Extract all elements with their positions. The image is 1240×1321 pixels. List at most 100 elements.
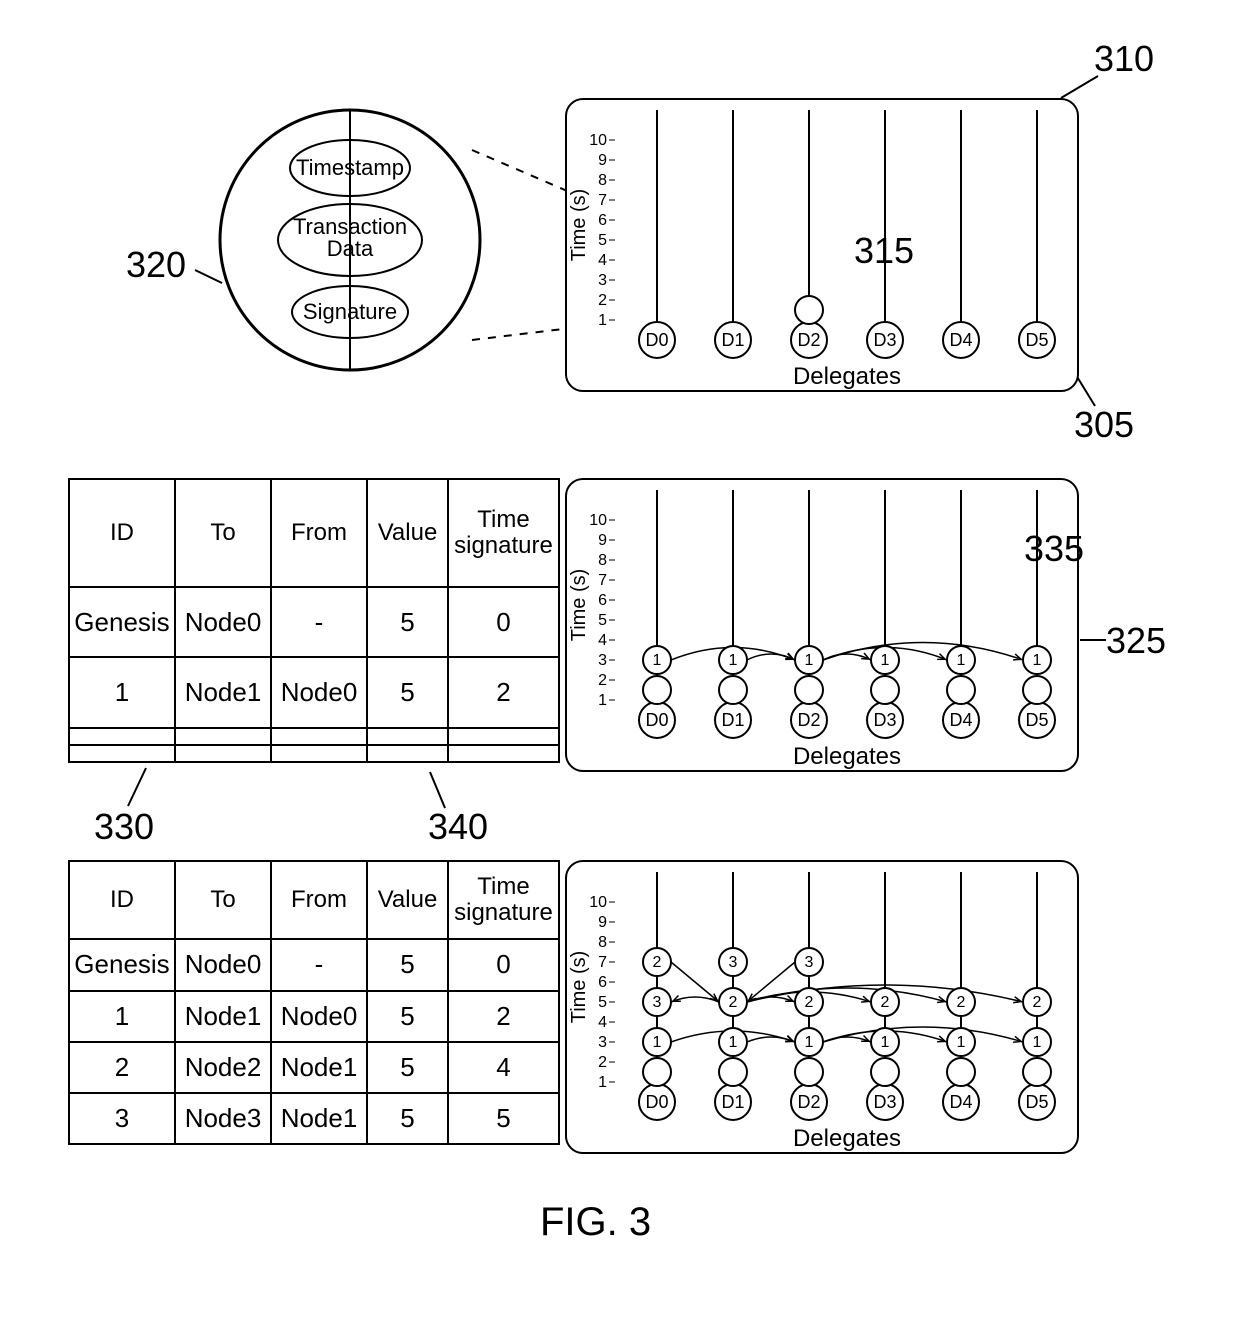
table-data-cell: 5 (367, 657, 448, 727)
table-data-cell: 5 (367, 1042, 448, 1093)
svg-text:D1: D1 (721, 710, 744, 730)
svg-text:9: 9 (598, 914, 607, 931)
svg-text:D3: D3 (873, 330, 896, 350)
table-data-cell: 1 (69, 657, 175, 727)
svg-text:3: 3 (653, 994, 662, 1011)
svg-text:1: 1 (598, 692, 607, 709)
svg-text:D5: D5 (1025, 710, 1048, 730)
svg-text:1: 1 (881, 1034, 890, 1051)
svg-text:3: 3 (729, 954, 738, 971)
table-data-cell: Node0 (271, 991, 367, 1042)
svg-text:5: 5 (598, 232, 607, 249)
svg-text:2: 2 (598, 292, 607, 309)
svg-text:7: 7 (598, 572, 607, 589)
svg-text:Delegates: Delegates (793, 1125, 901, 1152)
svg-text:9: 9 (598, 152, 607, 169)
table-data-cell (69, 728, 175, 745)
svg-text:1: 1 (881, 652, 890, 669)
ref-325: 325 (1106, 620, 1166, 662)
table-data-cell: - (271, 939, 367, 990)
table-data-cell: 4 (448, 1042, 559, 1093)
svg-text:10: 10 (589, 894, 607, 911)
table-data-cell: 0 (448, 939, 559, 990)
table-header-cell: To (175, 861, 271, 939)
table-data-cell (448, 728, 559, 745)
svg-text:4: 4 (598, 1014, 607, 1031)
svg-text:10: 10 (589, 132, 607, 149)
table-data-cell (367, 728, 448, 745)
svg-text:1: 1 (729, 1034, 738, 1051)
ref-310: 310 (1094, 38, 1154, 80)
table-data-cell: Node1 (175, 657, 271, 727)
table-data-cell (175, 745, 271, 762)
table-data-cell: 5 (367, 587, 448, 657)
ref-315: 315 (854, 230, 914, 272)
svg-text:Time (s): Time (s) (568, 569, 590, 642)
svg-text:1: 1 (653, 1034, 662, 1051)
table-data-cell (69, 745, 175, 762)
table-data-cell: Genesis (69, 939, 175, 990)
svg-text:D1: D1 (721, 1092, 744, 1112)
ref-340: 340 (428, 806, 488, 848)
svg-text:6: 6 (598, 592, 607, 609)
bubble-item-1b: Data (327, 236, 374, 261)
svg-text:2: 2 (1033, 994, 1042, 1011)
ref-320: 320 (126, 244, 186, 286)
bubble-item-2: Signature (303, 299, 397, 324)
svg-text:3: 3 (805, 954, 814, 971)
table-header-cell: From (271, 861, 367, 939)
table-header-cell: Timesignature (448, 479, 559, 587)
svg-text:2: 2 (653, 954, 662, 971)
table-data-cell: 2 (448, 991, 559, 1042)
svg-text:1: 1 (805, 1034, 814, 1051)
svg-text:D3: D3 (873, 710, 896, 730)
svg-text:1: 1 (957, 1034, 966, 1051)
table-data-cell: Node1 (175, 991, 271, 1042)
table-header-cell: ID (69, 861, 175, 939)
table-data-cell: 0 (448, 587, 559, 657)
svg-text:9: 9 (598, 532, 607, 549)
svg-text:3: 3 (598, 1034, 607, 1051)
svg-text:3: 3 (598, 272, 607, 289)
svg-text:7: 7 (598, 192, 607, 209)
chart-panel-1: 12345678910Time (s)D0D1D2D3D4D5Delegates (565, 98, 1079, 392)
svg-text:10: 10 (589, 512, 607, 529)
table-data-cell: - (271, 587, 367, 657)
chart-panel-2: 12345678910Time (s)D0D1D2D3D4D5Delegates… (565, 478, 1079, 772)
svg-text:6: 6 (598, 974, 607, 991)
detail-bubble: Timestamp Transaction Data Signature (190, 90, 510, 390)
table-data-cell: 2 (69, 1042, 175, 1093)
svg-text:5: 5 (598, 612, 607, 629)
table-data-cell: 3 (69, 1093, 175, 1144)
table-header-cell: Value (367, 479, 448, 587)
svg-text:1: 1 (805, 652, 814, 669)
table-header-cell: To (175, 479, 271, 587)
table-data-cell: Node3 (175, 1093, 271, 1144)
svg-text:D0: D0 (645, 1092, 668, 1112)
svg-text:1: 1 (957, 652, 966, 669)
table-data-cell: Node0 (271, 657, 367, 727)
svg-text:D4: D4 (949, 710, 972, 730)
table-data-cell (271, 745, 367, 762)
svg-text:D3: D3 (873, 1092, 896, 1112)
svg-text:Time (s): Time (s) (568, 189, 590, 262)
svg-text:D0: D0 (645, 330, 668, 350)
svg-text:2: 2 (598, 672, 607, 689)
svg-text:Delegates: Delegates (793, 363, 901, 390)
svg-text:D2: D2 (797, 330, 820, 350)
table-data-cell: Node1 (271, 1093, 367, 1144)
table-header-cell: From (271, 479, 367, 587)
svg-text:2: 2 (729, 994, 738, 1011)
svg-text:3: 3 (598, 652, 607, 669)
svg-text:1: 1 (598, 1074, 607, 1091)
bubble-item-0: Timestamp (296, 155, 404, 180)
table-data-cell: Node0 (175, 939, 271, 990)
table-data-cell: 5 (367, 991, 448, 1042)
svg-text:5: 5 (598, 994, 607, 1011)
table-data-cell: 5 (367, 939, 448, 990)
table-header-cell: ID (69, 479, 175, 587)
ref-305: 305 (1074, 404, 1134, 446)
table-1: IDToFromValueTimesignatureGenesisNode0-5… (68, 478, 528, 763)
svg-text:D0: D0 (645, 710, 668, 730)
svg-text:2: 2 (805, 994, 814, 1011)
